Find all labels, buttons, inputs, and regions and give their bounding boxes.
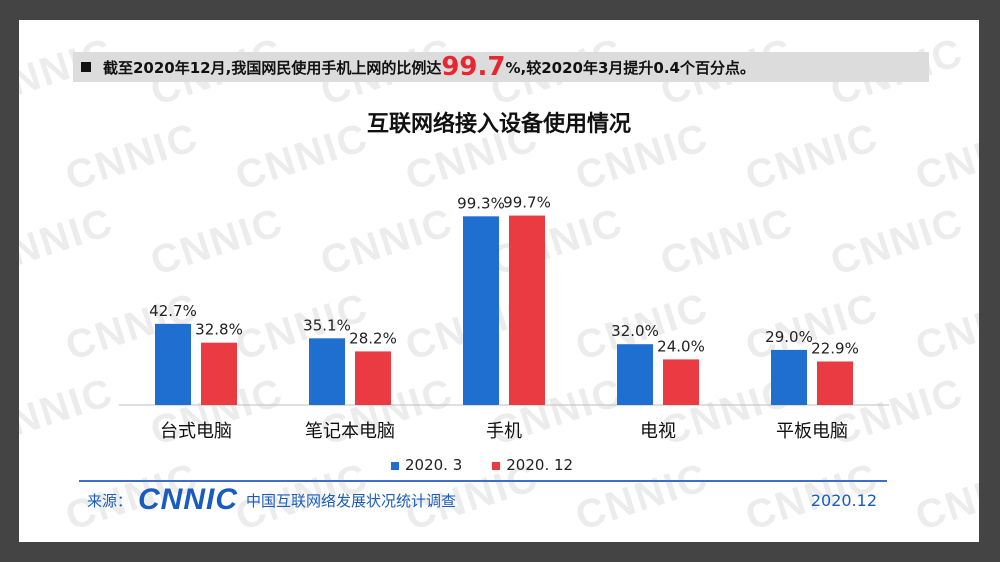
data-label-a-2: 99.3% [457,194,505,212]
banner-prefix: 截至2020年12月,我国网民使用手机上网的比例达 [103,58,442,77]
data-label-a-1: 35.1% [303,316,351,334]
category-label-4: 平板电脑 [776,421,848,442]
legend-label-a: 2020. 3 [405,456,463,474]
chart-title: 互联网络接入设备使用情况 [366,112,631,137]
legend-item-b: 2020. 12 [492,456,573,474]
headline-banner: 截至2020年12月,我国网民使用手机上网的比例达 99.7 %,较2020年3… [73,52,929,82]
category-label-0: 台式电脑 [160,421,232,442]
data-label-a-4: 29.0% [765,328,813,346]
legend-swatch-a [391,461,399,470]
data-label-b-3: 24.0% [657,337,705,355]
bar-a-3 [617,344,653,405]
org-name: 中国互联网络发展状况统计调查 [246,491,457,510]
legend-label-b: 2020. 12 [506,456,574,474]
source-label: 来源： [87,491,133,510]
footer-divider [79,480,887,482]
bar-a-0 [155,323,191,405]
bar-chart: 42.7%32.8% 台式电脑 35.1%28.2% 笔记本电脑 99.3%99.7% 手… [119,194,889,442]
bar-b-0 [201,342,237,405]
footer-date: 2020.12 [810,490,877,510]
bar-b-1 [355,351,391,405]
banner-highlight: 99.7 [441,52,506,82]
bar-a-4 [771,349,807,405]
data-label-b-4: 22.9% [811,339,859,357]
slide: CNNIC CNNIC CNNIC CNNIC CNNIC CNNIC CNNIC CNNIC… [19,20,979,542]
legend-swatch-b [492,461,501,470]
square-bullet-icon [81,62,91,72]
banner-suffix: %,较2020年3月提升0.4个百分点。 [505,58,755,77]
category-label-1: 笔记本电脑 [305,421,395,442]
legend-item-a: 2020. 3 [391,456,462,474]
data-label-b-1: 28.2% [349,329,397,347]
legend: 2020. 3 2020. 12 [391,456,573,474]
data-label-b-0: 32.8% [195,321,243,339]
bar-b-4 [817,361,853,405]
data-label-a-3: 32.0% [611,322,659,340]
bar-b-3 [663,359,699,405]
bar-b-2 [509,215,545,405]
cnnic-logo: CNNIC [138,483,239,516]
bar-a-1 [309,338,345,405]
data-label-a-0: 42.7% [149,302,197,320]
category-label-2: 手机 [486,421,522,442]
bar-a-2 [463,216,499,405]
category-label-3: 电视 [640,421,676,442]
data-label-b-2: 99.7% [503,194,551,212]
footer: 来源： CNNIC 中国互联网络发展状况统计调查 2020.12 [87,483,877,516]
